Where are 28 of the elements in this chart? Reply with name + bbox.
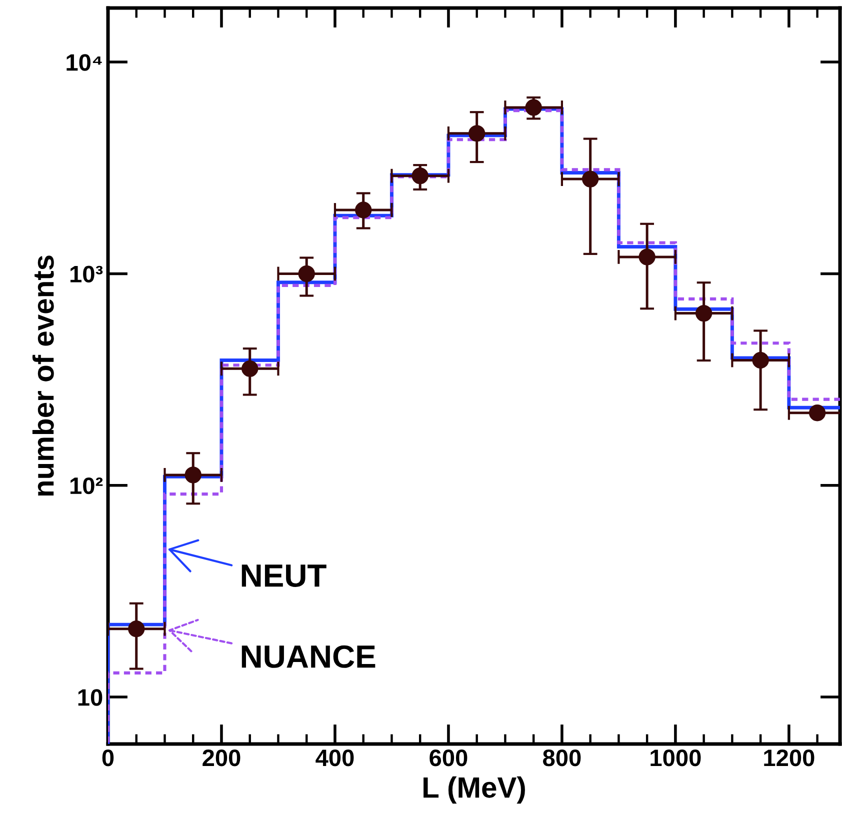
legend-label: NEUT (242, 564, 326, 587)
y-tick-label: 10⁴ (66, 54, 102, 71)
point (752, 352, 769, 369)
point (468, 125, 486, 142)
x-tick-label: 600 (430, 749, 468, 766)
y-axis-title: number of events (32, 256, 54, 496)
point (298, 265, 315, 282)
x-tick-label: 1200 (764, 749, 814, 766)
point (695, 304, 712, 322)
x-tick-label: 0 (102, 749, 114, 766)
y-tick-label: 10³ (70, 266, 103, 282)
point (808, 404, 826, 422)
x-tick-label: 1000 (650, 749, 701, 766)
point (242, 360, 258, 377)
point (184, 466, 202, 484)
point (355, 202, 372, 218)
x-tick-label: 400 (316, 749, 354, 766)
point (525, 99, 542, 116)
x-tick-label: 800 (543, 749, 581, 766)
point (128, 620, 145, 638)
point (582, 170, 599, 188)
legend-label: NUANCE (242, 645, 376, 668)
y-tick-label: 10 (78, 689, 102, 706)
x-axis-title: L (MeV) (424, 776, 525, 804)
point (412, 167, 428, 184)
point (638, 248, 656, 266)
x-tick-label: 200 (202, 749, 240, 766)
y-tick-label: 10² (70, 477, 103, 494)
